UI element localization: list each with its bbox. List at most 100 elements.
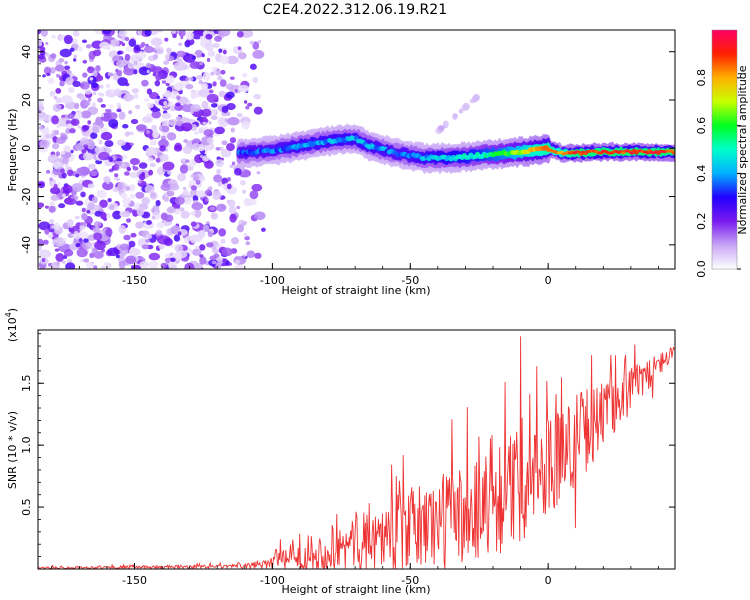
noise-cell — [143, 45, 155, 54]
noise-cell — [63, 34, 73, 45]
noise-cell — [72, 80, 81, 88]
noise-cell — [249, 190, 259, 200]
noise-cell — [135, 221, 144, 229]
noise-cell — [141, 244, 150, 250]
noise-cell — [218, 48, 223, 54]
noise-cell — [244, 100, 248, 104]
noise-cell — [126, 166, 132, 172]
noise-cell — [112, 163, 120, 171]
noise-cell — [128, 110, 133, 115]
noise-cell — [122, 197, 132, 205]
noise-cell — [100, 103, 106, 108]
noise-cell — [138, 44, 145, 49]
noise-cell — [165, 82, 170, 87]
noise-cell — [227, 199, 236, 208]
noise-cell — [50, 261, 60, 269]
noise-cell — [219, 79, 227, 87]
noise-cell — [212, 43, 220, 48]
noise-cell — [62, 237, 67, 242]
faint-feature-cell — [438, 125, 445, 131]
noise-cell — [237, 46, 242, 51]
noise-cell — [129, 194, 136, 199]
noise-cell — [234, 168, 242, 176]
noise-cell — [138, 162, 148, 169]
noise-cell — [189, 234, 198, 244]
noise-cell — [166, 132, 177, 141]
noise-cell — [112, 210, 122, 220]
noise-cell — [94, 240, 106, 251]
noise-cell — [70, 149, 74, 154]
noise-cell — [116, 102, 121, 107]
colorbar-label: Normalized spectral amplitude — [736, 65, 749, 234]
noise-cell — [100, 113, 105, 118]
noise-cell — [181, 122, 193, 132]
noise-cell — [54, 248, 60, 252]
noise-cell — [60, 95, 73, 104]
noise-cell — [180, 210, 190, 219]
noise-cell — [93, 265, 98, 269]
noise-cell — [147, 224, 153, 228]
noise-cell — [87, 120, 92, 125]
noise-cell — [101, 265, 106, 269]
noise-cell — [213, 174, 223, 183]
noise-cell — [252, 41, 260, 50]
noise-cell — [242, 189, 247, 194]
noise-cell — [146, 113, 152, 119]
noise-cell — [207, 231, 214, 238]
noise-cell — [190, 89, 196, 94]
noise-cell — [179, 164, 189, 174]
noise-cell — [219, 55, 230, 65]
noise-cell — [173, 234, 181, 242]
noise-cell — [98, 92, 103, 96]
noise-cell — [67, 258, 73, 264]
noise-cell — [122, 123, 129, 129]
noise-cell — [57, 181, 62, 187]
noise-cell — [65, 262, 76, 269]
noise-cell — [160, 262, 168, 269]
snr-frame — [37, 329, 676, 570]
noise-cell — [128, 184, 136, 192]
noise-cell — [72, 30, 80, 37]
noise-cell — [260, 227, 266, 232]
noise-cell — [253, 211, 266, 221]
noise-cell — [188, 179, 197, 186]
noise-cell — [239, 179, 246, 186]
figure-title: C2E4.2022.312.06.19.R21 — [263, 2, 447, 18]
noise-cell — [249, 40, 255, 45]
noise-cell — [74, 231, 79, 236]
noise-cell — [164, 90, 172, 99]
noise-cell — [156, 95, 161, 100]
noise-cell — [79, 94, 88, 101]
noise-cell — [242, 253, 247, 257]
noise-cell — [243, 232, 248, 237]
colorbar-frame — [711, 29, 738, 270]
noise-cell — [141, 79, 149, 87]
noise-cell — [91, 196, 98, 204]
faint-feature-cell — [462, 102, 470, 111]
noise-cell — [113, 177, 117, 181]
noise-cell — [146, 88, 153, 95]
noise-cell — [47, 77, 55, 84]
noise-cell — [254, 252, 262, 259]
noise-cell — [170, 244, 174, 248]
noise-cell — [67, 113, 75, 119]
noise-cell — [106, 214, 112, 219]
noise-cell — [164, 253, 171, 259]
noise-cell — [91, 102, 97, 108]
noise-cell — [136, 207, 145, 217]
noise-cell — [81, 213, 88, 221]
noise-cell — [244, 236, 250, 241]
noise-cell — [126, 218, 132, 223]
noise-cell — [124, 171, 130, 176]
noise-cell — [198, 80, 203, 85]
noise-cell — [64, 145, 72, 153]
noise-cell — [220, 69, 226, 75]
noise-cell — [148, 260, 159, 269]
noise-cell — [241, 72, 248, 78]
noise-cell — [120, 192, 128, 199]
noise-cell — [229, 76, 235, 80]
noise-cell — [170, 257, 176, 262]
noise-cell — [137, 30, 142, 36]
noise-cell — [192, 55, 196, 60]
noise-cell — [166, 47, 172, 54]
